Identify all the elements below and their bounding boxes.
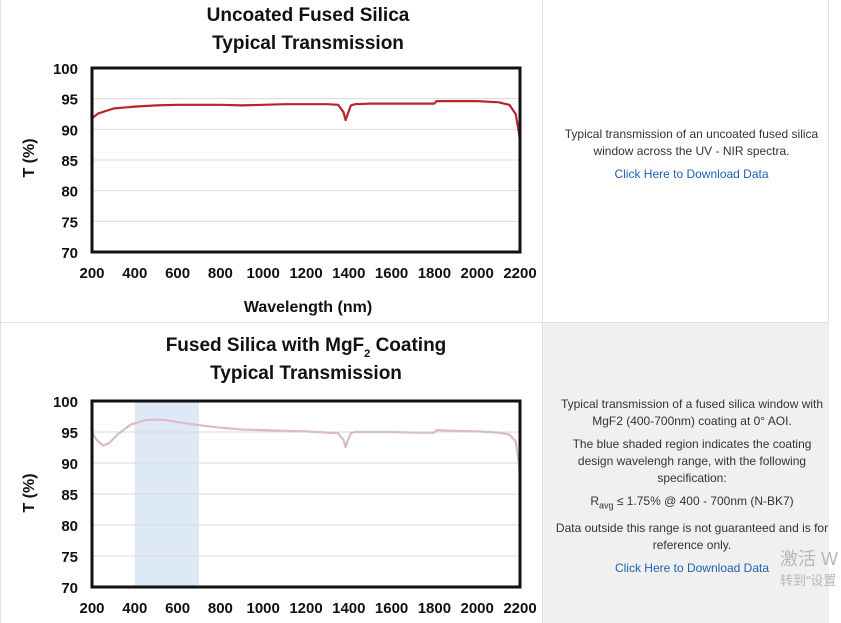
chart-title-part1: Fused Silica with MgF [166,335,364,356]
x-tick-label: 1600 [375,600,408,617]
description-text-2: The blue shaded region indicates the coa… [572,437,812,485]
transmission-series-line [91,418,522,482]
spec-subscript: avg [598,500,614,511]
y-tick-label: 90 [61,456,78,473]
x-tick-label: 200 [79,600,104,617]
description-cell-mgf2: Typical transmission of a fused silica w… [543,323,829,623]
mgf2-transmission-chart: Fused Silica with MgF2 Coating Typical T… [21,335,537,617]
y-tick-label: 95 [61,92,78,109]
x-tick-label: 400 [122,265,147,282]
download-data-link[interactable]: Click Here to Download Data [614,167,769,181]
y-tick-label: 70 [61,580,78,597]
x-tick-label: 1200 [289,265,322,282]
plot-area: 70 75 80 85 90 95 100 200 400 600 800 1000 1200 1400 1… [53,394,537,617]
x-tick-label: 1800 [418,600,451,617]
y-tick-label: 100 [53,61,78,78]
plot-frame [90,66,522,254]
y-tick-label: 95 [61,425,78,442]
chart-cell-uncoated: Uncoated Fused Silica Typical Transmissi… [0,0,543,323]
spec-r: R [590,494,599,508]
download-data-link[interactable]: Click Here to Download Data [614,561,770,576]
x-tick-label: 1000 [247,265,280,282]
uncoated-transmission-chart: Uncoated Fused Silica Typical Transmissi… [21,5,537,316]
plot-frame [90,399,522,589]
specification: Ravg ≤ 1.75% @ 400 - 700nm (N-BK7) [555,493,829,514]
x-tick-label: 800 [208,265,233,282]
x-tick-label: 1400 [332,600,365,617]
chart-row-uncoated: Uncoated Fused Silica Typical Transmissi… [0,0,829,323]
chart-cell-mgf2: Fused Silica with MgF2 Coating Typical T… [0,323,543,623]
transmission-series-line [91,99,522,142]
activation-watermark-line1: 激活 W [780,549,838,569]
x-tick-label: 1800 [418,265,451,282]
x-tick-label: 400 [122,600,147,617]
y-tick-label: 75 [61,549,78,566]
spec-value: ≤ 1.75% @ 400 - 700nm (N-BK7) [613,494,794,508]
x-tick-label: 1400 [332,265,365,282]
description-mgf2: Typical transmission of a fused silica w… [555,396,829,583]
chart-title-part2: Coating [370,335,446,356]
description-text-3: Data outside this range is not guarantee… [555,521,829,553]
y-tick-label: 80 [61,518,78,535]
plot-area: 70 75 80 85 90 95 100 200 400 600 800 1000 1200 1400 1… [53,61,537,282]
chart-title-subscript: 2 [364,348,370,360]
x-tick-label: 1600 [375,265,408,282]
activation-watermark-line2: 转到“设置 [780,573,837,588]
chart-row-mgf2: Fused Silica with MgF2 Coating Typical T… [0,323,841,623]
chart-title-line1: Fused Silica with MgF2 Coating [166,335,447,360]
y-axis-label: T (%) [21,473,38,512]
x-tick-label: 1000 [247,600,280,617]
y-tick-label: 75 [61,214,78,231]
y-axis-label: T (%) [21,138,38,177]
description-text: Typical transmission of an uncoated fuse… [564,127,819,158]
x-tick-label: 600 [165,265,190,282]
chart-title-line2: Typical Transmission [212,33,404,54]
chart-title-line2: Typical Transmission [210,363,402,384]
x-axis-label: Wavelength (nm) [244,299,372,316]
x-tick-label: 1200 [289,600,322,617]
x-tick-label: 2200 [503,600,536,617]
chart-title-line1: Uncoated Fused Silica [207,5,410,26]
y-tick-label: 80 [61,184,78,201]
x-tick-label: 800 [208,600,233,617]
y-tick-label: 100 [53,394,78,411]
y-tick-label: 90 [61,122,78,139]
y-tick-label: 70 [61,245,78,262]
description-text-1: Typical transmission of a fused silica w… [560,397,824,428]
x-tick-label: 600 [165,600,190,617]
y-tick-label: 85 [61,487,78,504]
description-cell-uncoated: Typical transmission of an uncoated fuse… [543,0,829,323]
description-uncoated: Typical transmission of an uncoated fuse… [555,126,828,189]
x-tick-label: 200 [79,265,104,282]
y-tick-label: 85 [61,153,78,170]
x-tick-label: 2000 [461,265,494,282]
x-tick-label: 2200 [503,265,536,282]
x-tick-label: 2000 [461,600,494,617]
